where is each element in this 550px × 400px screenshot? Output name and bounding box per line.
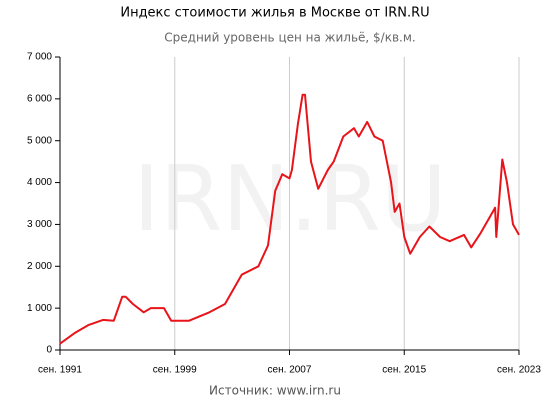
x-tick-label: сен. 1999 [153,365,197,376]
y-tick-label: 1 000 [27,303,52,314]
y-tick-label: 0 [46,345,52,356]
x-tick-label: сен. 1991 [38,365,82,376]
x-tick-label: сен. 2015 [382,365,426,376]
y-tick-label: 2 000 [27,261,52,272]
line-series [59,93,520,345]
chart-title: Индекс стоимости жилья в Москве от IRN.R… [120,6,429,21]
source: Источник: www.irn.ru [209,384,341,398]
y-tick-label: 4 000 [27,177,52,188]
y-tick-label: 6 000 [27,93,52,104]
chart-subtitle: Средний уровень цен на жильё, $/кв.м. [164,31,415,45]
y-tick-label: 5 000 [27,135,52,146]
x-tick-label: сен. 2007 [268,365,312,376]
y-tick-label: 7 000 [27,52,52,63]
y-tick-label: 3 000 [27,219,52,230]
x-tick-label: сен. 2023 [497,365,541,376]
